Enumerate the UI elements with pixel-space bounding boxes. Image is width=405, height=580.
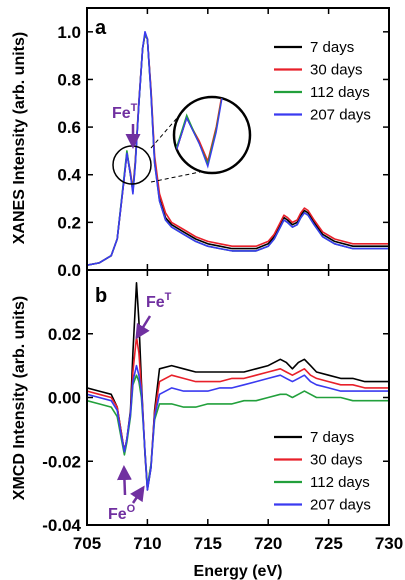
energy-x-axis-label: Energy (eV) xyxy=(194,563,283,580)
inset-guide-bottom xyxy=(150,171,201,183)
xanes-y-tick-label-1: 0.2 xyxy=(57,213,81,232)
fe-t-annotation-a: FeT xyxy=(112,102,141,149)
xanes-legend: 7 days 30 days 112 days 207 days xyxy=(274,39,371,124)
xmcd-lines xyxy=(87,281,389,491)
xmcd-legend-label-1: 30 days xyxy=(310,452,363,469)
energy-x-tick-label-0: 705 xyxy=(73,534,101,553)
xmcd-frame xyxy=(86,269,390,526)
xanes-y-tick-label-5: 1.0 xyxy=(57,23,81,42)
energy-x-tick-label-2: 715 xyxy=(194,534,222,553)
xmcd-y-tick-label-1: -0.02 xyxy=(42,452,81,471)
xmcd-y-axis-label: XMCD Intensity (arb. units) xyxy=(11,296,28,500)
xanes-legend-label-0: 7 days xyxy=(310,39,354,56)
energy-x-tick-label-1: 710 xyxy=(133,534,161,553)
xanes-y-ticks: 0.0 0.2 0.4 0.6 0.8 1.0 xyxy=(57,23,389,280)
energy-x-tick-label-4: 725 xyxy=(314,534,342,553)
panel-label-b: b xyxy=(95,285,107,307)
fe-o-base: Fe xyxy=(108,506,127,523)
inset-series-2 xyxy=(174,97,250,166)
xanes-y-tick-label-0: 0.0 xyxy=(57,261,81,280)
xmcd-legend-label-0: 7 days xyxy=(310,429,354,446)
xanes-y-tick-label-3: 0.6 xyxy=(57,118,81,137)
fe-t-annotation-b: FeT xyxy=(135,291,172,340)
xmcd-legend-label-3: 207 days xyxy=(310,497,371,514)
energy-x-tick-label-5: 730 xyxy=(375,534,403,553)
xmcd-y-tick-label-2: 0.00 xyxy=(48,389,81,408)
xanes-y-tick-label-4: 0.8 xyxy=(57,70,81,89)
fe-o-sup: O xyxy=(127,503,136,515)
xanes-legend-label-3: 207 days xyxy=(310,107,371,124)
xmcd-legend: 7 days 30 days 112 days 207 days xyxy=(274,429,371,514)
xanes-y-tick-label-2: 0.4 xyxy=(57,166,81,185)
svg-text:FeT: FeT xyxy=(146,291,172,311)
xmcd-y-tick-label-3: 0.02 xyxy=(48,325,81,344)
fe-t-base-a: Fe xyxy=(112,105,131,122)
xanes-y-axis-label: XANES Intensity (arb. units) xyxy=(11,32,28,244)
fe-t-base-b: Fe xyxy=(146,294,165,311)
fe-t-sup-a: T xyxy=(131,102,138,114)
panel-label-a: a xyxy=(95,17,107,39)
xanes-inset xyxy=(172,95,252,175)
energy-x-ticks: 705 710 715 720 725 730 xyxy=(73,8,403,553)
fe-o-annotation: FeO xyxy=(108,465,145,523)
xmcd-y-tick-label-0: -0.04 xyxy=(42,516,81,535)
svg-text:FeO: FeO xyxy=(108,503,136,523)
xmcd-series-3 xyxy=(87,364,389,491)
inset-guide-top xyxy=(150,102,191,149)
xmcd-legend-label-2: 112 days xyxy=(310,474,370,491)
svg-text:FeT: FeT xyxy=(112,102,138,122)
inset-series-3 xyxy=(174,97,250,169)
fe-t-sup-b: T xyxy=(165,291,172,303)
energy-x-tick-label-3: 720 xyxy=(254,534,282,553)
xanes-legend-label-1: 30 days xyxy=(310,62,363,79)
xanes-legend-label-2: 112 days xyxy=(310,84,370,101)
